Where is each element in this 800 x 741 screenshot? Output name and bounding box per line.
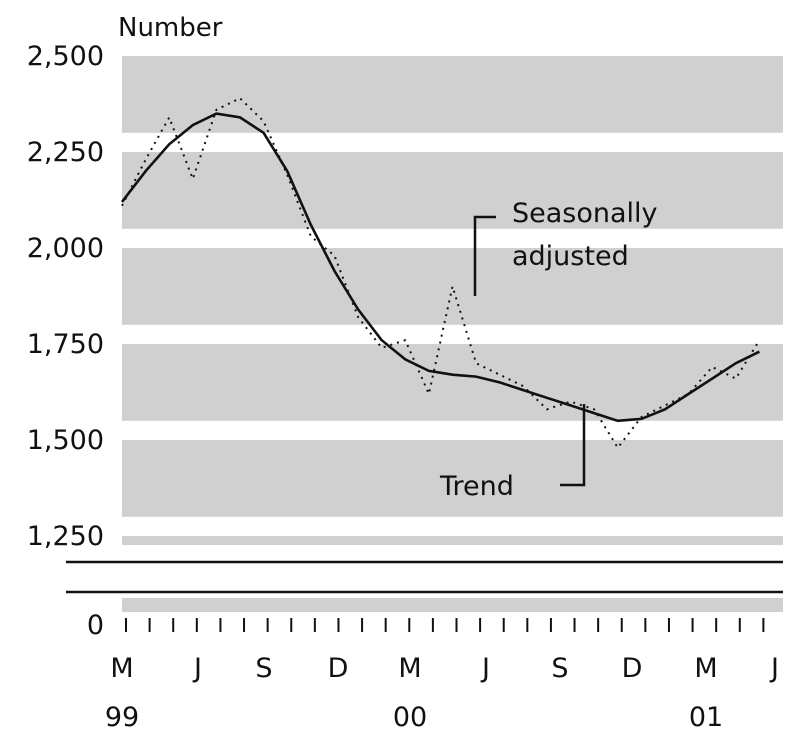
grid-band	[122, 56, 783, 133]
series-line-trend	[120, 112, 760, 423]
grid-band	[122, 440, 783, 517]
x-tick-label: M	[110, 653, 133, 684]
annotation-leader-line	[473, 215, 496, 296]
grid-band	[122, 248, 783, 325]
y-tick-label: 2,000	[27, 233, 104, 264]
axis-break	[66, 560, 783, 594]
series-line-seasonally-adjusted	[121, 96, 761, 450]
series-layer	[120, 96, 761, 450]
x-tick-label: S	[551, 653, 568, 684]
annotation-seasonally-adjusted: Seasonally	[512, 198, 658, 229]
grid-band	[122, 536, 783, 545]
x-tick-label: J	[769, 653, 779, 684]
annotations: Seasonally adjusted Trend	[439, 198, 658, 502]
x-tick-label: S	[255, 653, 272, 684]
y-axis-label: Number	[118, 13, 223, 43]
grid-band	[122, 598, 783, 612]
grid-band	[122, 344, 783, 421]
y-tick-label: 1,500	[27, 425, 104, 456]
annotation-trend: Trend	[439, 471, 514, 502]
annotation-leader-line	[560, 404, 586, 487]
x-tick-label: J	[480, 653, 490, 684]
x-year-label: 01	[689, 702, 723, 733]
y-tick-labels: 2,500 2,250 2,000 1,750 1,500 1,250 0	[27, 41, 104, 641]
y-tick-label: 2,250	[27, 137, 104, 168]
annotation-seasonally-adjusted: adjusted	[512, 241, 629, 272]
x-year-label: 99	[105, 702, 139, 733]
grid-band	[122, 152, 783, 229]
grid-bands	[122, 56, 783, 612]
y-tick-label: 2,500	[27, 41, 104, 72]
x-year-label: 00	[393, 702, 427, 733]
y-tick-label: 1,250	[27, 521, 104, 552]
y-tick-label: 1,750	[27, 329, 104, 360]
x-tick-label: D	[622, 653, 643, 684]
y-tick-label: 0	[87, 610, 104, 641]
x-tick-label: M	[398, 653, 421, 684]
x-tick-label: M	[694, 653, 717, 684]
x-tick-label: J	[192, 653, 202, 684]
x-tick-label: D	[328, 653, 349, 684]
x-axis: M 99 J S D M 00 J S D M 01 J	[105, 618, 779, 733]
